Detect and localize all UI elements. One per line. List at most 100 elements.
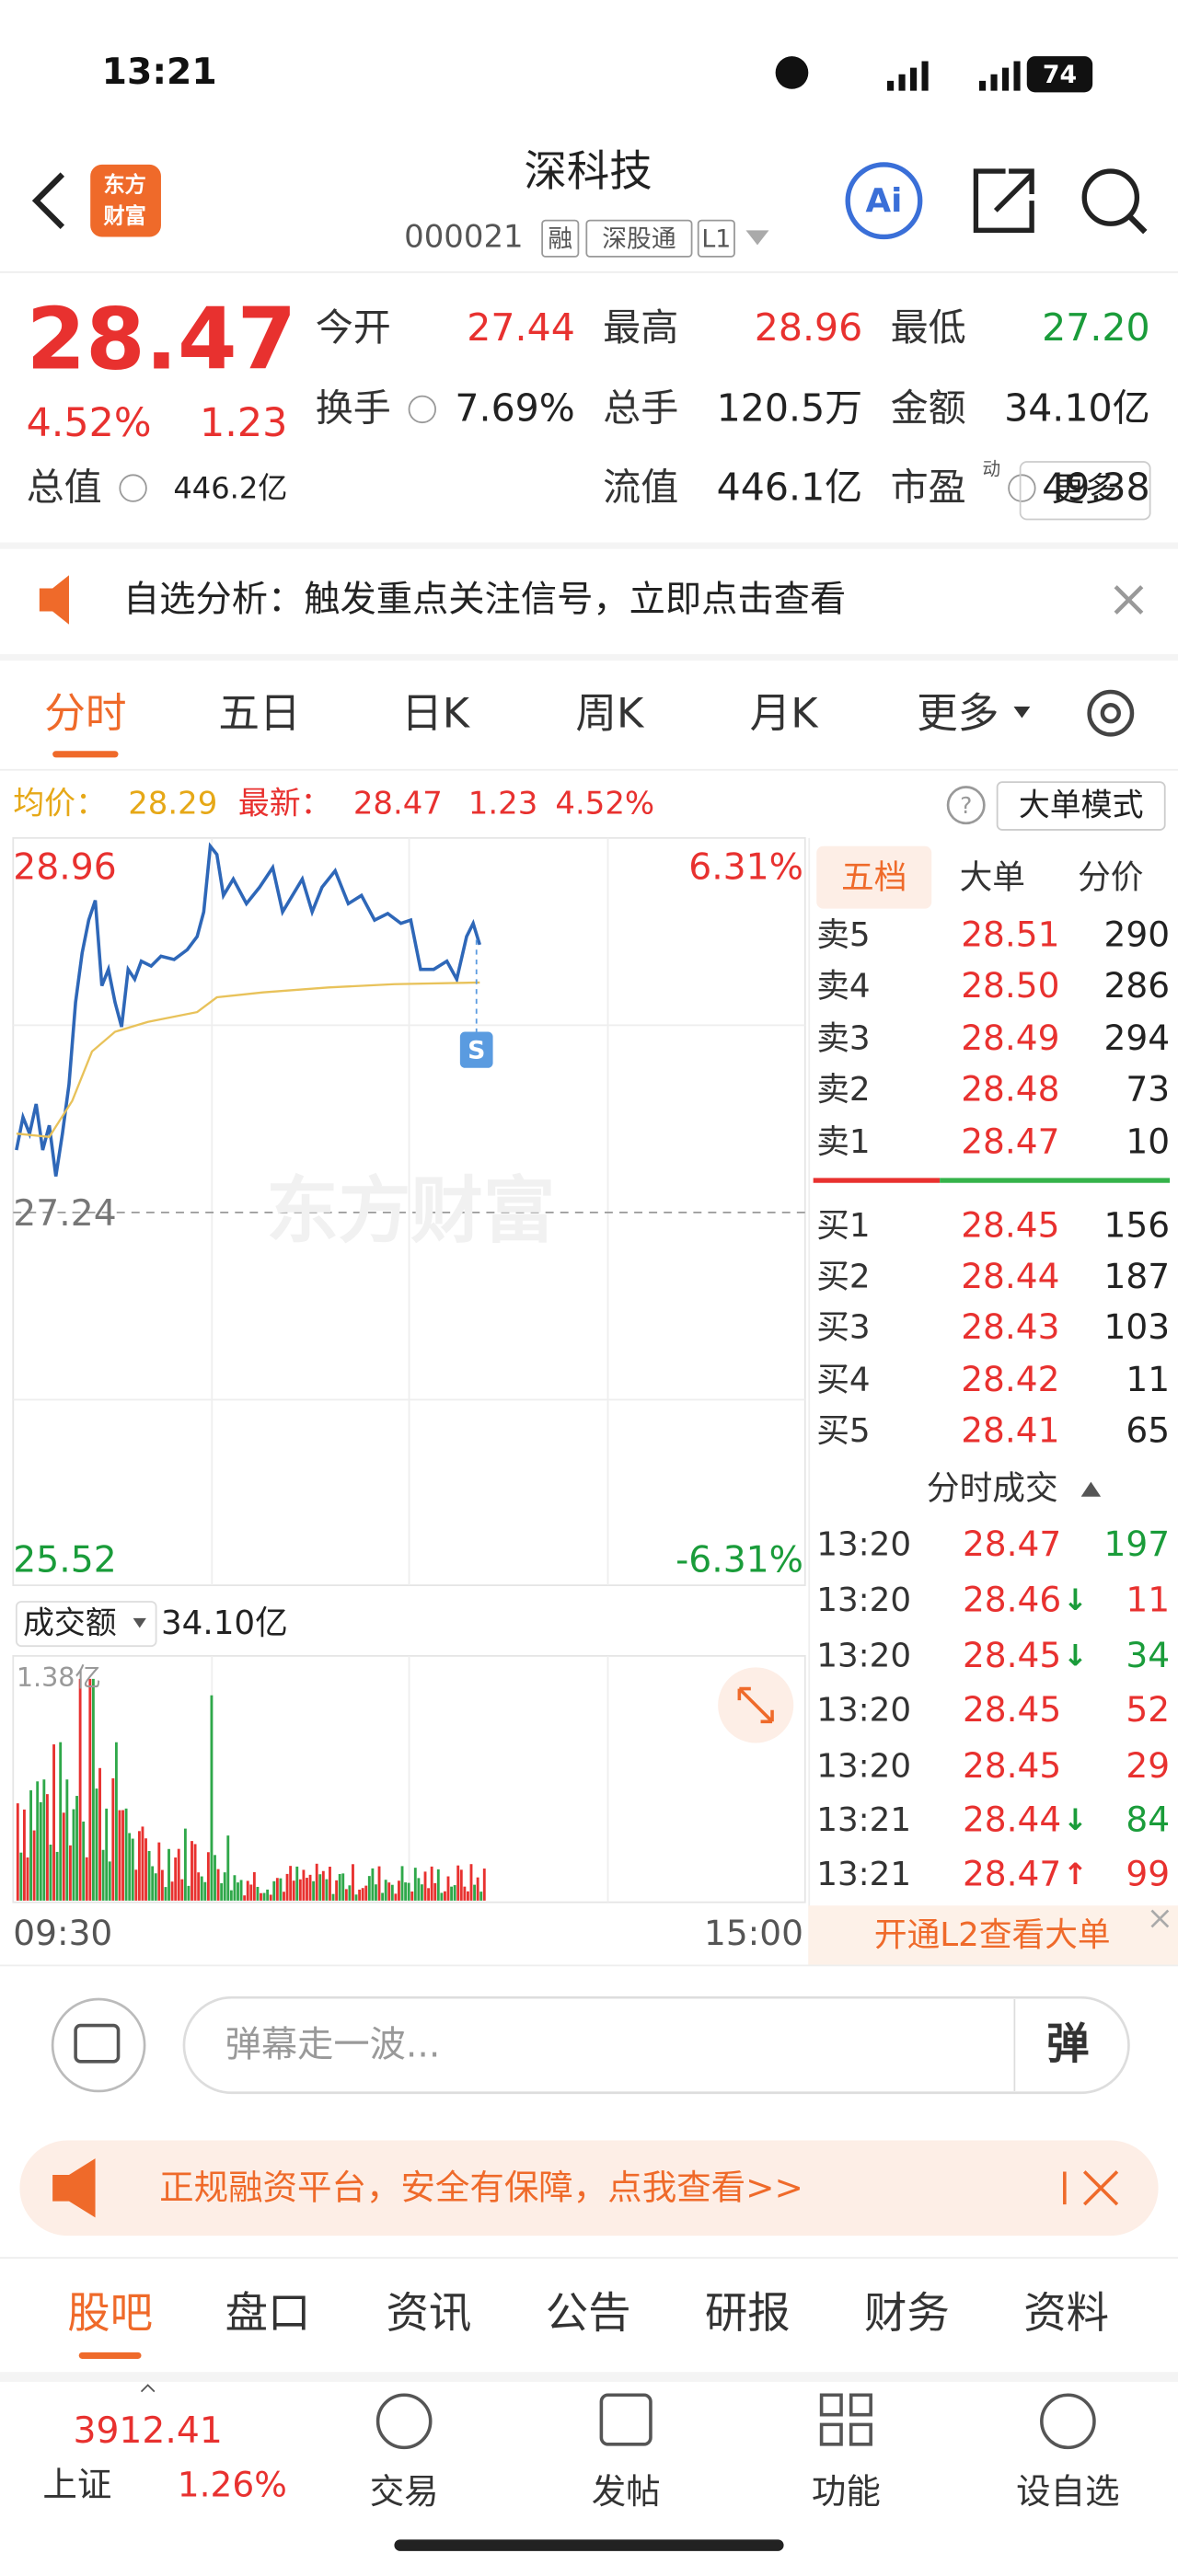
nav-item[interactable]: 交易	[370, 2471, 439, 2512]
volume-bar-shape	[433, 1882, 437, 1901]
volume-max: 1.38亿	[17, 1662, 101, 1693]
info-icon[interactable]	[119, 474, 147, 502]
level-price: 28.44	[961, 1256, 1059, 1296]
trade-price: 28.47	[963, 1524, 1061, 1564]
volume-bar-shape	[160, 1869, 164, 1901]
chart-tab[interactable]: 分时	[44, 690, 126, 738]
tab-dropdown	[1013, 707, 1031, 719]
section-tab[interactable]: 股吧	[67, 2288, 153, 2338]
comment-input[interactable]	[182, 1995, 1130, 2095]
volume-bar-shape	[269, 1894, 272, 1901]
trade-volume: 29	[1126, 1745, 1170, 1786]
volume-bar-shape	[292, 1880, 295, 1901]
trade-price: 28.45	[963, 1745, 1061, 1786]
volume-bar-shape	[59, 1742, 63, 1901]
volume-bar-shape	[55, 1851, 59, 1901]
danmaku-toggle[interactable]	[51, 1997, 146, 2093]
level-label: 买2	[816, 1258, 870, 1295]
chart-tab[interactable]: 五日	[218, 690, 300, 738]
logo	[90, 164, 161, 237]
stat-label: 最低	[891, 305, 966, 350]
danmaku-button[interactable]: 弹	[1046, 2018, 1089, 2068]
chart-tab[interactable]: 日K	[401, 690, 471, 738]
volume-bar-shape	[341, 1873, 345, 1901]
volume-bar-shape	[384, 1880, 387, 1901]
volume-bar-shape	[252, 1871, 256, 1901]
order-tab[interactable]: 分价	[1078, 858, 1143, 896]
back-button[interactable]	[31, 172, 65, 229]
volume-bar-shape	[407, 1882, 410, 1901]
volume-bar-shape	[348, 1885, 352, 1901]
divider	[0, 270, 1178, 273]
info-icon[interactable]	[1008, 474, 1036, 502]
chart-tab[interactable]: 月K	[750, 690, 820, 738]
nav-item[interactable]: 功能	[812, 2471, 881, 2512]
volume-bar-shape	[200, 1876, 203, 1901]
section-tab[interactable]: 盘口	[225, 2288, 311, 2338]
more-button[interactable]	[1019, 461, 1151, 521]
change-percent: 4.52%	[27, 400, 152, 446]
volume-bar-shape	[377, 1866, 381, 1901]
section-tab[interactable]: 资讯	[387, 2288, 472, 2338]
search-button[interactable]	[1081, 168, 1140, 226]
section-tab[interactable]: 财务	[864, 2288, 950, 2338]
close-notice[interactable]	[1114, 585, 1144, 615]
tag-box	[541, 219, 580, 258]
l2-label: 开通L2查看大单	[874, 1916, 1111, 1954]
trade-time: 13:20	[816, 1525, 911, 1563]
trades-title: 分时成交	[927, 1470, 1058, 1508]
stat-label: 最高	[603, 305, 678, 350]
volume-bar-shape	[298, 1879, 302, 1901]
help-icon[interactable]	[946, 786, 986, 825]
nav-item[interactable]: 设自选	[1016, 2471, 1119, 2512]
trade-icon	[375, 2393, 433, 2450]
section-tab[interactable]: 研报	[705, 2288, 791, 2338]
volume-bar-shape	[430, 1866, 433, 1901]
section-tab[interactable]: 公告	[546, 2288, 631, 2338]
level-label: 卖3	[816, 1019, 870, 1057]
post-icon	[599, 2393, 653, 2446]
order-tab-highlight	[816, 845, 932, 909]
nav-item[interactable]: 发帖	[592, 2471, 661, 2512]
volume-bar-shape	[308, 1874, 312, 1901]
price-line	[15, 842, 481, 1177]
volume-bar-shape	[223, 1872, 226, 1901]
chart-tab[interactable]: 周K	[575, 690, 645, 738]
section-tab[interactable]: 资料	[1023, 2288, 1109, 2338]
sort-arrow	[1080, 1481, 1102, 1497]
l2-close[interactable]	[1150, 1909, 1170, 1928]
tab-underline	[52, 751, 119, 758]
volume-bar-shape	[42, 1779, 46, 1901]
promo-banner[interactable]	[19, 2140, 1159, 2237]
l2-banner[interactable]	[808, 1905, 1178, 1965]
volume-bar-shape	[344, 1889, 348, 1901]
volume-bar-shape	[358, 1889, 362, 1901]
volume-bar-shape	[410, 1891, 414, 1901]
info-icon[interactable]	[408, 395, 436, 424]
volume-bar-shape	[456, 1865, 460, 1901]
volume-bar-shape	[170, 1881, 174, 1901]
share-button[interactable]	[973, 168, 1034, 233]
level-price: 28.49	[961, 1018, 1059, 1058]
volume-bar-shape	[237, 1882, 239, 1901]
order-tab[interactable]: 大单	[960, 858, 1025, 896]
dropdown-arrow	[745, 230, 769, 246]
volume-selector[interactable]	[15, 1601, 157, 1648]
volume-bar-shape	[306, 1878, 308, 1901]
dropdown-arrow	[133, 1617, 146, 1628]
volume-bar-shape	[440, 1892, 444, 1901]
volume-bar-shape	[473, 1884, 476, 1901]
settings-button[interactable]	[1087, 689, 1135, 737]
mode-button[interactable]	[996, 781, 1166, 831]
promo-close[interactable]	[1063, 2170, 1119, 2206]
volume-total: 34.10亿	[161, 1604, 288, 1642]
help-mark: ?	[960, 792, 972, 819]
order-tab[interactable]: 五档	[841, 858, 907, 896]
stat-label: 总手	[603, 386, 678, 431]
volume-bar-shape	[180, 1879, 184, 1901]
ai-button[interactable]	[845, 162, 923, 240]
chart-tab[interactable]: 更多	[917, 690, 999, 738]
level-label: 卖2	[816, 1071, 870, 1109]
